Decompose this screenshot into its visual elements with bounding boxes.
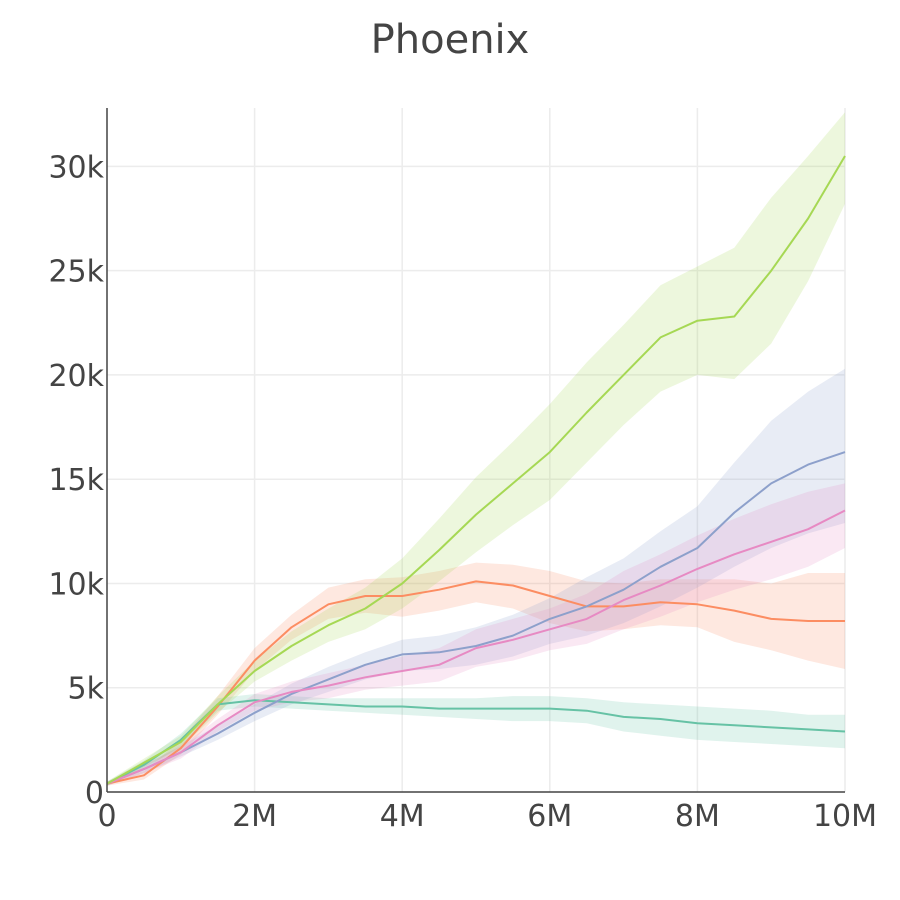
x-tick-label-0: 0 [97,799,116,834]
y-tick-label-0: 0 [85,776,104,811]
axes [106,108,845,793]
chart-title: Phoenix [371,17,530,63]
y-tick-label-3: 15k [48,463,104,498]
series-1-line [106,699,846,785]
series-0-band [107,562,845,786]
series-lines [106,155,846,785]
tick-labels: 0 2M 4M 6M 8M 10M 0 5k 10k 15k 20k 25k 30k [48,150,877,834]
series-4-line [106,155,846,785]
y-tick-label-2: 10k [48,567,104,602]
series-3-band [107,483,845,786]
x-tick-label-2: 4M [380,799,425,834]
series-2-line [106,451,846,785]
y-tick-label-4: 20k [48,359,104,394]
y-tick-label-1: 5k [68,672,105,707]
series-4-band [107,112,845,786]
x-tick-label-4: 8M [675,799,720,834]
confidence-bands [107,112,845,786]
series-0-line [106,580,845,785]
gridlines [107,108,846,792]
series-1-band [107,694,845,786]
y-tick-label-6: 30k [48,150,104,185]
x-tick-label-1: 2M [232,799,277,834]
series-2-band [107,368,845,786]
series-3-line [106,509,846,785]
y-tick-label-5: 25k [48,255,104,290]
x-tick-label-3: 6M [527,799,572,834]
x-tick-label-5: 10M [813,799,877,834]
